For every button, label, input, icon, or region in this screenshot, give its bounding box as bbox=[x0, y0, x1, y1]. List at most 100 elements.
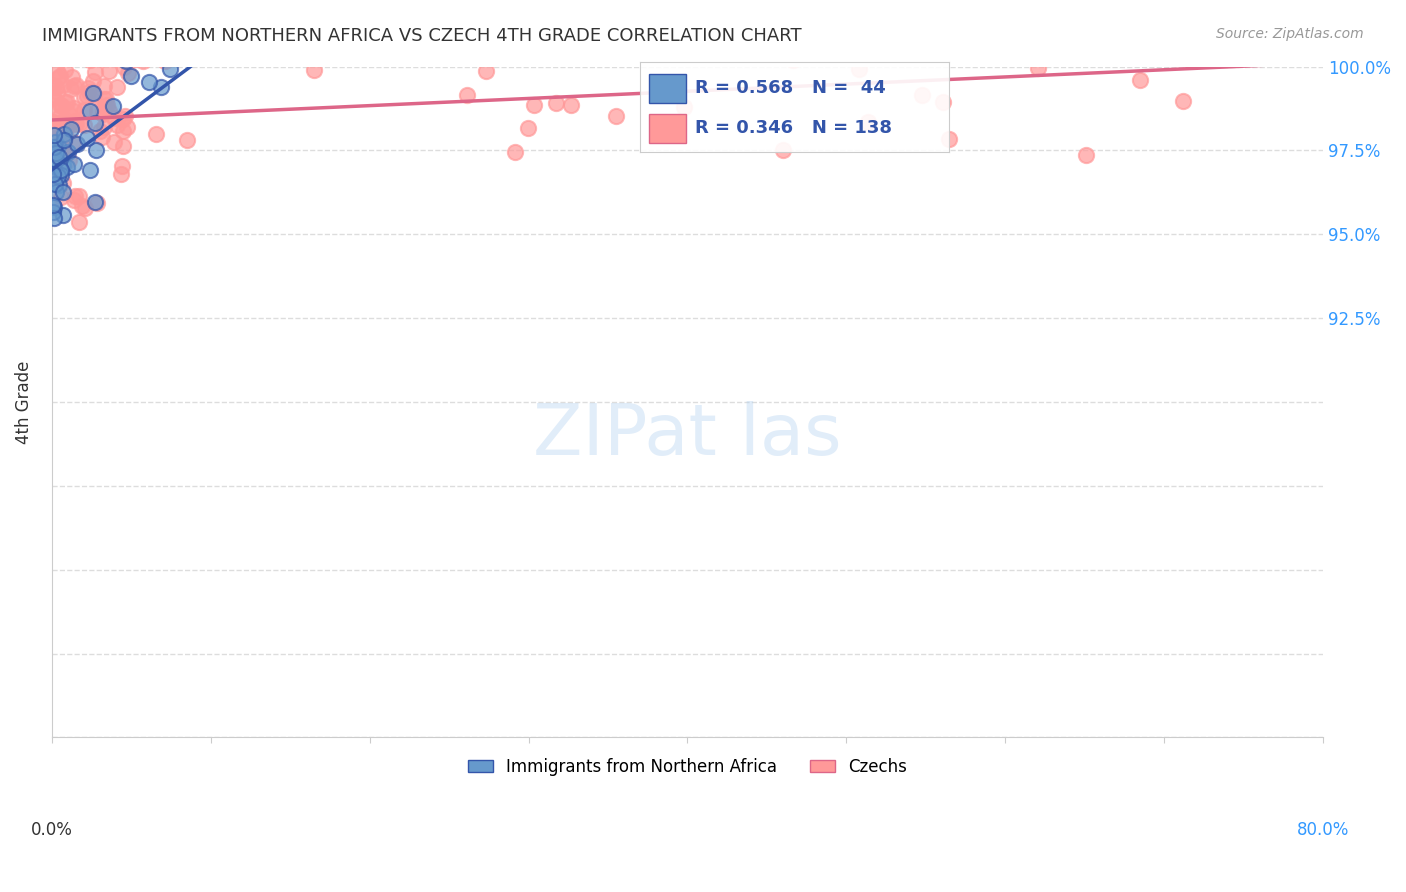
Czechs bbox=[53, 142, 76, 156]
Czechs bbox=[42, 122, 65, 136]
Czechs bbox=[49, 118, 72, 132]
Czechs bbox=[49, 69, 72, 83]
Czechs bbox=[856, 114, 879, 128]
Immigrants from Northern Africa bbox=[101, 99, 124, 113]
Immigrants from Northern Africa bbox=[83, 116, 105, 130]
Czechs bbox=[91, 129, 114, 144]
Czechs bbox=[516, 120, 538, 135]
Czechs bbox=[474, 63, 496, 78]
Czechs bbox=[42, 80, 65, 95]
Czechs bbox=[993, 43, 1015, 57]
Czechs bbox=[86, 103, 108, 118]
Immigrants from Northern Africa bbox=[79, 162, 101, 177]
Czechs bbox=[77, 85, 100, 99]
Czechs bbox=[782, 53, 804, 67]
Immigrants from Northern Africa bbox=[138, 75, 160, 89]
Czechs bbox=[523, 98, 546, 112]
Text: R = 0.568   N =  44: R = 0.568 N = 44 bbox=[696, 79, 886, 97]
Czechs bbox=[925, 46, 948, 61]
Immigrants from Northern Africa bbox=[45, 153, 67, 168]
Czechs bbox=[117, 120, 139, 134]
Czechs bbox=[103, 135, 125, 149]
Czechs bbox=[544, 95, 567, 110]
Czechs bbox=[63, 78, 86, 93]
Czechs bbox=[72, 103, 94, 117]
Czechs bbox=[110, 167, 132, 181]
Immigrants from Northern Africa bbox=[45, 145, 67, 160]
Czechs bbox=[1253, 46, 1275, 61]
Czechs bbox=[58, 106, 80, 120]
Czechs bbox=[52, 176, 75, 190]
Czechs bbox=[70, 198, 93, 212]
Czechs bbox=[48, 167, 70, 181]
Czechs bbox=[98, 63, 121, 78]
Czechs bbox=[67, 215, 90, 229]
Immigrants from Northern Africa bbox=[84, 144, 107, 158]
Czechs bbox=[105, 79, 128, 94]
Czechs bbox=[93, 78, 115, 93]
Czechs bbox=[49, 109, 72, 123]
Czechs bbox=[128, 43, 150, 57]
Immigrants from Northern Africa bbox=[44, 154, 66, 169]
Czechs bbox=[117, 66, 139, 80]
Immigrants from Northern Africa bbox=[48, 178, 70, 192]
Immigrants from Northern Africa bbox=[46, 138, 69, 153]
Czechs bbox=[62, 135, 84, 149]
Text: 0.0%: 0.0% bbox=[31, 822, 73, 839]
Czechs bbox=[176, 133, 198, 147]
Immigrants from Northern Africa bbox=[44, 177, 66, 191]
Czechs bbox=[62, 194, 84, 208]
Immigrants from Northern Africa bbox=[114, 54, 136, 69]
Czechs bbox=[72, 90, 94, 104]
Czechs bbox=[605, 109, 627, 123]
Immigrants from Northern Africa bbox=[120, 70, 142, 84]
Czechs bbox=[1026, 61, 1049, 75]
Czechs bbox=[58, 43, 80, 57]
Czechs bbox=[93, 92, 115, 106]
Czechs bbox=[112, 139, 135, 153]
Czechs bbox=[63, 101, 86, 115]
Y-axis label: 4th Grade: 4th Grade bbox=[15, 360, 32, 443]
Czechs bbox=[56, 95, 79, 109]
Czechs bbox=[96, 97, 118, 112]
Immigrants from Northern Africa bbox=[42, 159, 65, 173]
Czechs bbox=[53, 95, 76, 109]
Czechs bbox=[103, 112, 125, 126]
Czechs bbox=[111, 112, 134, 127]
Czechs bbox=[49, 129, 72, 144]
Czechs bbox=[1173, 94, 1195, 108]
Czechs bbox=[41, 135, 63, 149]
Immigrants from Northern Africa bbox=[84, 195, 107, 210]
Czechs bbox=[42, 87, 65, 102]
Czechs bbox=[76, 80, 98, 95]
Czechs bbox=[79, 53, 101, 67]
Bar bbox=[650, 74, 686, 103]
Text: ZIPat las: ZIPat las bbox=[533, 401, 842, 470]
Immigrants from Northern Africa bbox=[41, 145, 63, 160]
Immigrants from Northern Africa bbox=[52, 208, 75, 222]
Czechs bbox=[105, 118, 128, 132]
Czechs bbox=[49, 135, 72, 149]
Immigrants from Northern Africa bbox=[58, 145, 80, 159]
Immigrants from Northern Africa bbox=[44, 135, 66, 149]
Immigrants from Northern Africa bbox=[45, 185, 67, 199]
Immigrants from Northern Africa bbox=[46, 169, 69, 183]
Czechs bbox=[41, 91, 63, 105]
Czechs bbox=[65, 117, 87, 131]
Czechs bbox=[76, 88, 98, 103]
Czechs bbox=[48, 136, 70, 151]
Czechs bbox=[911, 87, 934, 102]
Czechs bbox=[49, 97, 72, 112]
Czechs bbox=[45, 169, 67, 184]
Czechs bbox=[304, 63, 326, 78]
Czechs bbox=[672, 100, 695, 114]
Bar bbox=[650, 114, 686, 143]
Czechs bbox=[52, 136, 75, 150]
Immigrants from Northern Africa bbox=[149, 80, 172, 95]
Immigrants from Northern Africa bbox=[56, 160, 79, 174]
Czechs bbox=[41, 124, 63, 138]
Czechs bbox=[93, 101, 115, 115]
Immigrants from Northern Africa bbox=[159, 62, 181, 76]
Czechs bbox=[53, 122, 76, 136]
Czechs bbox=[125, 52, 148, 66]
